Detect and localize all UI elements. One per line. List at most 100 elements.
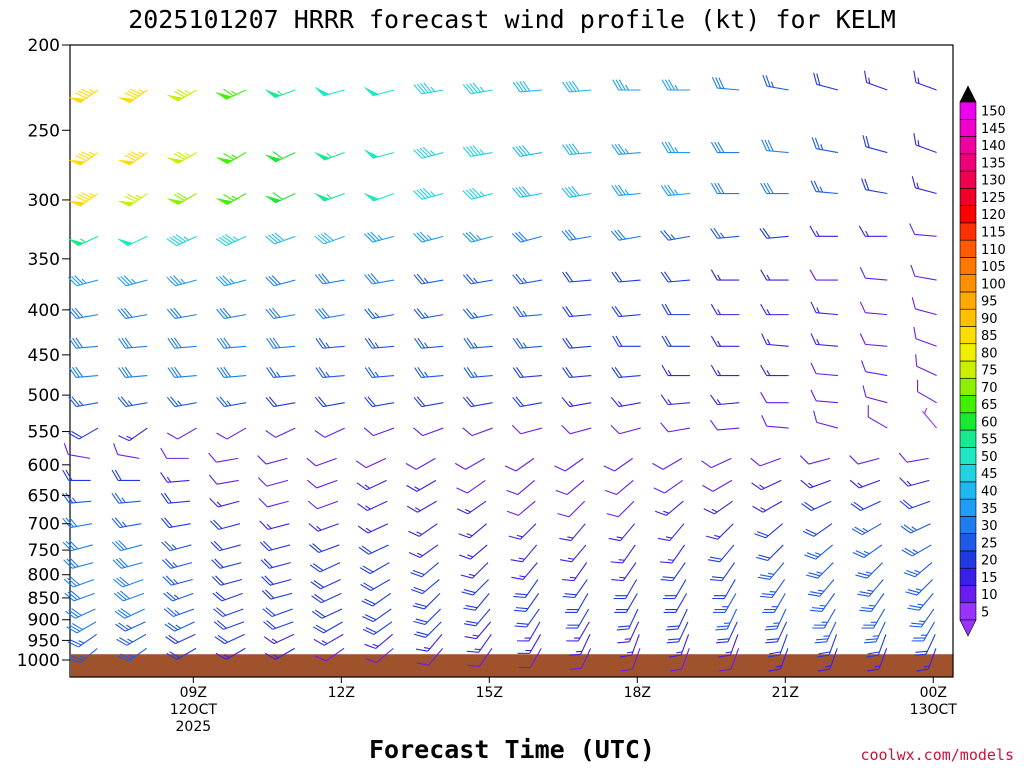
wind-barb (859, 593, 885, 612)
colorbar-swatch (959, 550, 977, 569)
wind-barb (566, 621, 590, 642)
wind-barb (898, 452, 929, 463)
wind-barb (855, 562, 883, 579)
wind-barb (264, 647, 295, 660)
wind-barb (611, 306, 641, 318)
wind-barb (416, 648, 444, 666)
wind-barb (809, 593, 836, 612)
credit-link[interactable]: coolwx.com/models (860, 746, 1014, 764)
wind-barb (68, 307, 99, 319)
wind-barb (861, 178, 888, 195)
wind-barb (311, 608, 343, 619)
wind-barb (314, 86, 345, 97)
wind-barb (754, 523, 783, 539)
wind-barb (755, 544, 784, 562)
colorbar-swatch (959, 395, 977, 414)
wind-barb (857, 579, 884, 597)
wind-barb (611, 184, 641, 196)
y-tick-label: 900 (28, 611, 60, 631)
wind-barb (413, 146, 444, 159)
colorbar-label: 105 (981, 260, 1006, 275)
wind-barb (761, 333, 789, 347)
wind-barb (710, 269, 740, 281)
y-tick-label: 450 (28, 346, 60, 366)
wind-barb (512, 145, 543, 157)
colorbar-swatch (959, 377, 977, 396)
wind-barb (517, 634, 542, 654)
wind-barb (215, 275, 247, 287)
wind-barb (111, 469, 140, 481)
wind-barb (762, 593, 786, 613)
wind-barb (68, 235, 99, 247)
wind-barb (406, 479, 437, 492)
wind-barb (118, 427, 148, 442)
wind-barb (850, 500, 881, 512)
wind-barb (715, 621, 738, 644)
wind-barb (666, 621, 689, 644)
wind-barb (413, 608, 442, 626)
colorbar-swatch (959, 274, 977, 293)
wind-barb (216, 152, 247, 165)
colorbar-swatch (959, 412, 977, 431)
wind-barb (710, 419, 740, 431)
wind-barb (710, 182, 740, 195)
wind-barb (415, 633, 443, 652)
wind-barb (307, 500, 339, 510)
wind-barb (814, 621, 837, 644)
wind-barb (663, 593, 688, 613)
wind-barb (661, 303, 690, 316)
wind-barb (760, 364, 789, 377)
wind-barb (362, 621, 393, 635)
y-axis: 200 250 300 350 400 450 500 550 600 650 700 750 800 8… (17, 36, 70, 671)
wind-barb (662, 579, 687, 600)
wind-barb (807, 579, 835, 597)
wind-barb (413, 273, 444, 285)
wind-barb (809, 269, 838, 281)
wind-barb (166, 647, 197, 660)
wind-barb (611, 271, 641, 283)
wind-barb (65, 608, 96, 619)
wind-barb (610, 424, 641, 435)
colorbar-swatch (959, 170, 977, 189)
wind-barb (306, 457, 337, 467)
colorbar-label: 150 (981, 105, 1006, 120)
wind-barb (657, 523, 685, 542)
wind-barb (706, 523, 734, 540)
ground-surface (71, 654, 953, 677)
colorbar-top-arrow (959, 85, 977, 103)
colorbar-swatch (959, 291, 977, 310)
wind-barb (408, 544, 439, 559)
wind-barb (709, 562, 736, 582)
y-tick-label: 550 (28, 423, 60, 443)
wind-barb (562, 80, 592, 93)
wind-barb (265, 396, 296, 408)
wind-barb (764, 608, 787, 631)
colorbar-swatch (959, 136, 977, 155)
wind-barb (163, 591, 194, 602)
wind-barb (462, 145, 493, 157)
wind-barb (356, 479, 387, 491)
wind-barb (760, 303, 789, 316)
wind-barb (710, 141, 740, 154)
wind-barb (112, 557, 143, 569)
wind-barb (801, 500, 832, 512)
wind-barb (363, 231, 395, 243)
wind-barb (653, 479, 683, 494)
wind-barb (813, 72, 839, 91)
colorbar-swatch (959, 118, 977, 137)
colorbar-label: 145 (981, 122, 1006, 137)
wind-barb (413, 82, 444, 95)
colorbar-label: 135 (981, 156, 1006, 171)
wind-barb (867, 648, 888, 672)
wind-barb (312, 621, 343, 634)
y-tick-label: 350 (28, 250, 60, 270)
wind-barb (311, 592, 342, 604)
wind-barb (654, 500, 684, 516)
colorbar-label: 70 (981, 381, 998, 396)
y-tick-label: 300 (28, 191, 60, 211)
wind-barb (259, 520, 290, 530)
wind-barb (516, 621, 541, 642)
colorbar-label: 75 (981, 364, 998, 379)
